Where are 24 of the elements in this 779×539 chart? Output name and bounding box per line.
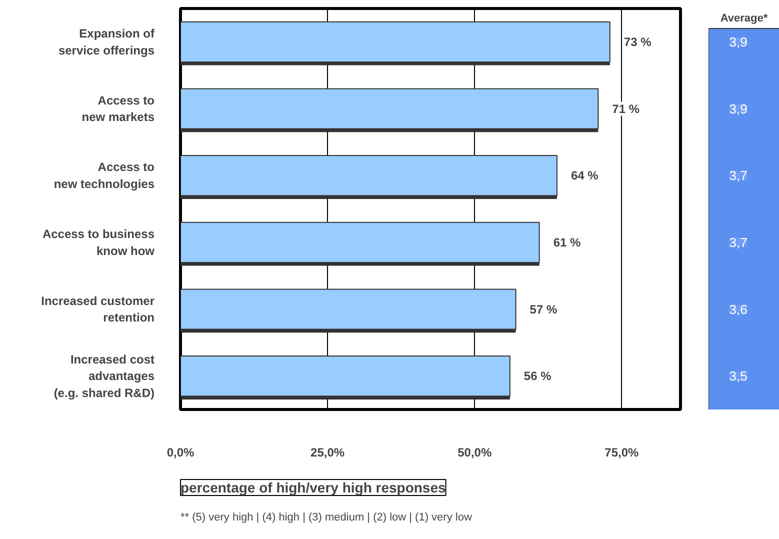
- text: 3,7: [729, 168, 748, 184]
- data-label: 71 %: [612, 102, 640, 116]
- x-tick-label: 25,0%: [310, 446, 345, 460]
- y-tick-label: Access to new markets: [82, 93, 155, 124]
- data-label: 64 %: [570, 168, 599, 183]
- x-tick-label: 50,0%: [458, 446, 492, 460]
- text: 3,9: [729, 34, 748, 50]
- text: 3,6: [729, 302, 748, 317]
- data-label: 61 %: [553, 235, 582, 250]
- text: 3,5: [729, 368, 748, 384]
- y-tick-label: Increased cost advantages (e.g. shared R&D): [54, 352, 155, 400]
- x-tick-label: 75,0%: [604, 446, 640, 460]
- y-tick-label: Access to business know how: [42, 227, 156, 258]
- data-label: 56 %: [524, 369, 552, 384]
- y-tick-label: Expansion of service offerings: [58, 26, 156, 58]
- text: 3,9: [729, 101, 748, 116]
- text: ** (5) very high | (4) high | (3) medium | (2) low | (1) very low: [180, 512, 472, 524]
- text: Average*: [720, 12, 768, 25]
- text: 3,7: [729, 234, 748, 250]
- data-label: 73 %: [624, 34, 652, 49]
- y-tick-label: Access to new technologies: [54, 160, 155, 191]
- y-tick-label: Increased customer retention: [41, 294, 155, 325]
- data-label: 57 %: [530, 302, 558, 316]
- x-tick-label: 0,0%: [166, 446, 195, 460]
